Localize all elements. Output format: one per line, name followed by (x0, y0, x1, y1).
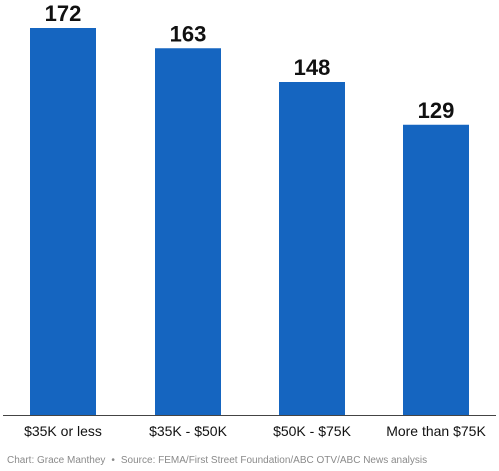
chart-footer: Chart: Grace Manthey • Source: FEMA/First … (7, 455, 427, 466)
data-label-1: 163 (170, 21, 207, 46)
category-label-1: $35K - $50K (149, 423, 227, 439)
data-label-3: 129 (418, 98, 455, 123)
category-label-2: $50K - $75K (273, 423, 351, 439)
category-label-3: More than $75K (386, 423, 486, 439)
data-label-2: 148 (294, 55, 331, 80)
bar-3 (403, 124, 469, 415)
bar-1 (155, 48, 221, 415)
bar-2 (279, 82, 345, 415)
chart-source: Source: FEMA/First Street Foundation/ABC… (120, 455, 428, 466)
category-label-0: $35K or less (24, 423, 102, 439)
footer-separator: • (111, 455, 115, 466)
data-label-0: 172 (45, 1, 82, 26)
bar-chart: 172 $35K or less 163 $35K - $50K 148 $50K - $… (3, 1, 496, 439)
bar-0 (30, 28, 96, 415)
chart-credit: Chart: Grace Manthey (7, 455, 106, 466)
